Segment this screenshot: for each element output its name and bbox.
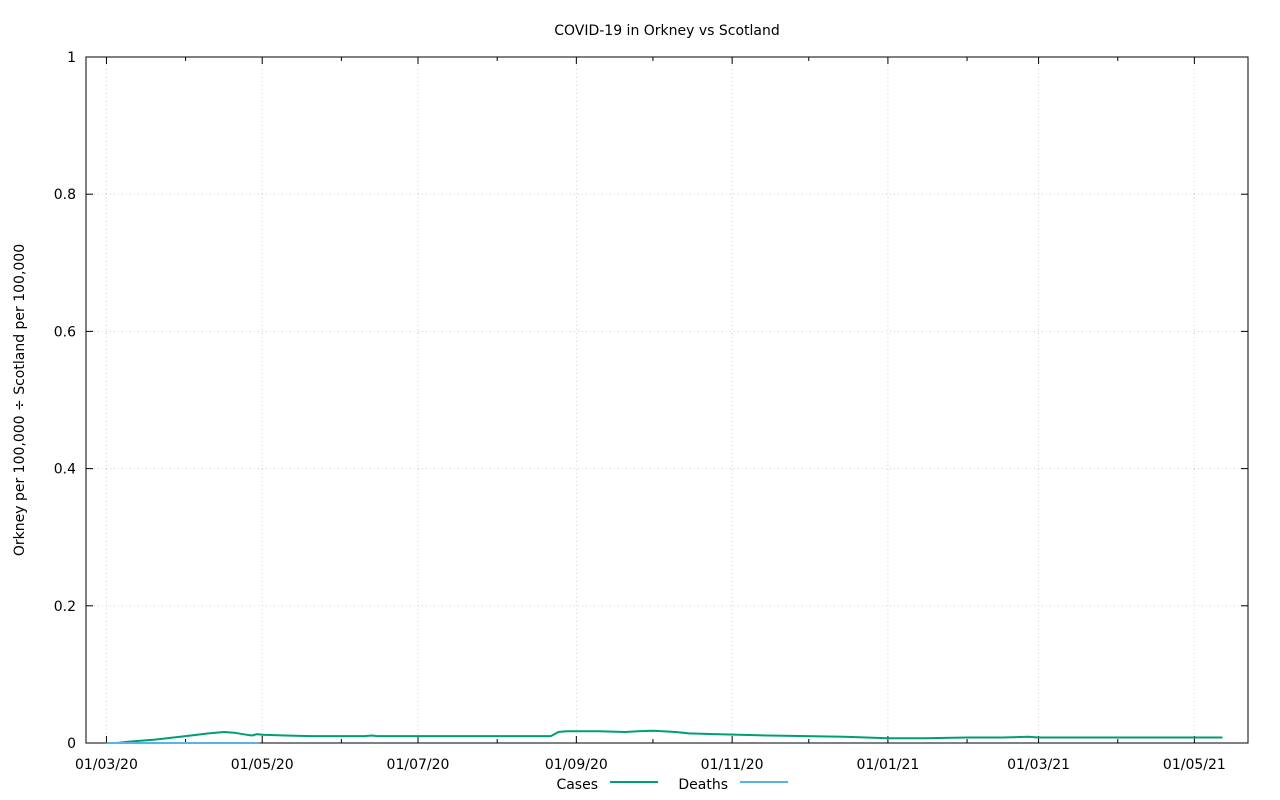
x-tick-label: 01/03/21: [1007, 757, 1070, 773]
grid-layer: [86, 57, 1248, 743]
y-tick-label: 0.2: [54, 599, 76, 615]
y-tick-label: 1: [67, 50, 76, 66]
series-line-cases: [106, 729, 1223, 744]
y-tick-label: 0.4: [54, 462, 76, 478]
y-tick-label: 0.6: [54, 324, 76, 340]
legend-label-deaths: Deaths: [678, 777, 728, 793]
legend: Cases Deaths: [556, 777, 788, 793]
x-tick-label: 01/01/21: [856, 757, 919, 773]
y-tick-label: 0: [67, 736, 76, 752]
legend-label-cases: Cases: [556, 777, 598, 793]
x-tick-label: 01/07/20: [387, 757, 450, 773]
x-tick-label: 01/11/20: [701, 757, 764, 773]
tick-layer: 0 0.2 0.4 0.6 0.8 1 01/03/20 01/05/20 01/07/20 01…: [54, 50, 1248, 773]
y-tick-label: 0.8: [54, 187, 76, 203]
x-tick-label: 01/03/20: [75, 757, 138, 773]
chart-title: COVID-19 in Orkney vs Scotland: [554, 23, 780, 39]
x-tick-label: 01/09/20: [545, 757, 608, 773]
x-tick-label: 01/05/21: [1163, 757, 1226, 773]
plot-frame: [85, 56, 1249, 744]
series-layer: [106, 729, 1223, 744]
y-axis-label: Orkney per 100,000 ÷ Scotland per 100,00…: [12, 244, 28, 556]
x-tick-label: 01/05/20: [231, 757, 294, 773]
